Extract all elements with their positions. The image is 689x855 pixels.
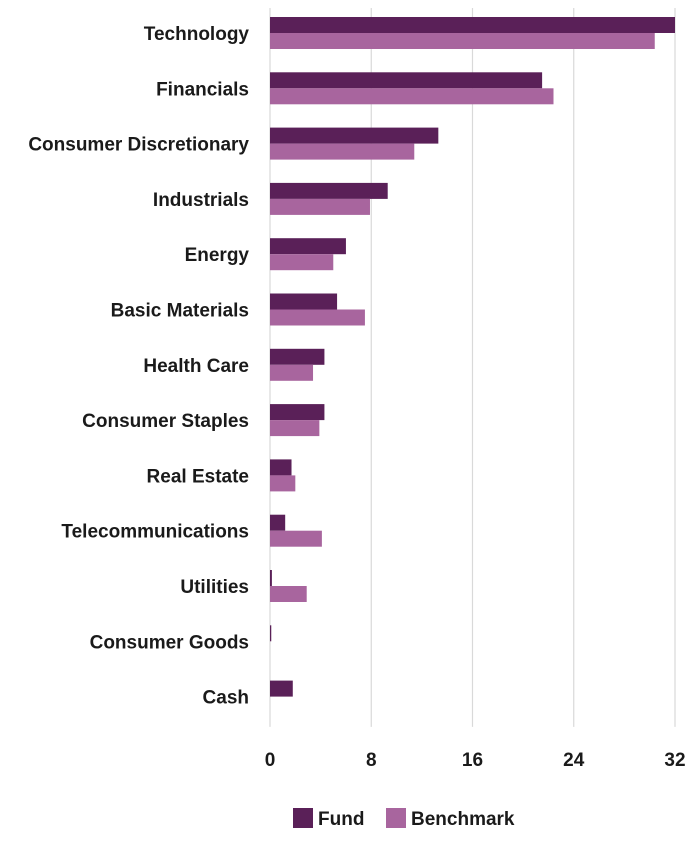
bar-fund-cash — [270, 680, 293, 697]
bar-fund-financials — [270, 72, 543, 89]
bar-benchmark-financials — [270, 88, 554, 105]
bar-benchmark-health-care — [270, 364, 314, 381]
category-label: Utilities — [180, 577, 249, 598]
category-label: Telecommunications — [61, 522, 249, 543]
category-label: Consumer Discretionary — [28, 135, 249, 156]
bar-benchmark-telecommunications — [270, 530, 322, 547]
legend-label-benchmark: Benchmark — [411, 809, 515, 830]
x-tick-label: 24 — [563, 750, 585, 771]
bar-benchmark-utilities — [270, 586, 307, 602]
bar-benchmark-technology — [270, 33, 655, 49]
bar-fund-basic-materials — [270, 293, 338, 310]
bar-fund-consumer-goods — [270, 625, 272, 642]
category-labels: Technology Financials Consumer Discretiona… — [28, 24, 249, 709]
x-tick-label: 16 — [462, 750, 483, 771]
bar-layer — [270, 17, 675, 697]
category-label: Consumer Goods — [90, 632, 249, 653]
bar-benchmark-basic-materials — [270, 309, 365, 326]
legend-label-fund: Fund — [318, 809, 364, 830]
x-tick-label: 8 — [366, 750, 377, 771]
legend-swatch-benchmark — [386, 808, 406, 828]
bar-benchmark-industrials — [270, 198, 370, 215]
category-label: Basic Materials — [111, 301, 249, 322]
bar-fund-industrials — [270, 182, 388, 199]
legend: Fund Benchmark — [293, 808, 515, 830]
category-label: Cash — [203, 688, 249, 709]
x-tick-label: 32 — [664, 750, 685, 771]
bar-fund-consumer-discretionary — [270, 127, 439, 144]
x-tick-label: 0 — [265, 750, 276, 771]
category-label: Technology — [144, 24, 250, 45]
category-label: Consumer Staples — [82, 411, 249, 432]
bar-fund-technology — [270, 17, 675, 33]
category-label: Energy — [185, 245, 250, 266]
bar-benchmark-energy — [270, 254, 334, 271]
bar-fund-utilities — [270, 570, 272, 586]
bar-fund-health-care — [270, 348, 325, 365]
bar-fund-consumer-staples — [270, 404, 325, 421]
grid-layer — [269, 8, 676, 727]
bar-fund-real-estate — [270, 459, 292, 476]
category-label: Financials — [156, 79, 249, 100]
x-axis-tick-labels: 0 8 16 24 32 — [265, 750, 686, 771]
legend-swatch-fund — [293, 808, 313, 828]
bar-benchmark-consumer-staples — [270, 420, 320, 437]
bar-benchmark-consumer-discretionary — [270, 143, 415, 160]
bar-fund-telecommunications — [270, 514, 286, 531]
bar-fund-energy — [270, 238, 346, 255]
bar-benchmark-real-estate — [270, 475, 296, 492]
category-label: Real Estate — [147, 466, 249, 487]
category-label: Health Care — [143, 356, 249, 377]
category-label: Industrials — [153, 190, 249, 211]
